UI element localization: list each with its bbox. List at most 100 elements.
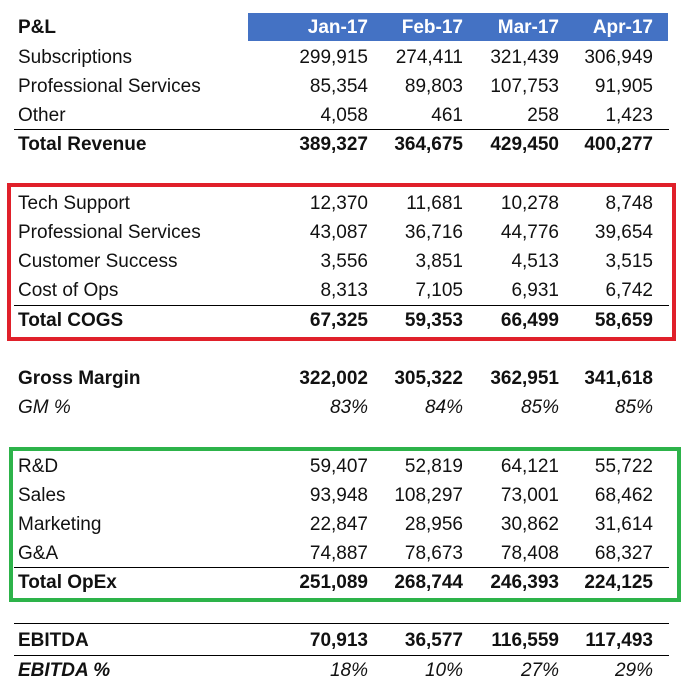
cell-apr: 68,462 — [594, 485, 653, 506]
cell-apr: 224,125 — [584, 572, 653, 593]
cell-feb: 59,353 — [404, 310, 463, 331]
opex-row-ga: G&A 74,887 78,673 78,408 68,327 — [18, 539, 658, 568]
cell-apr: 8,748 — [605, 193, 653, 214]
cell-jan: 299,915 — [299, 47, 368, 68]
row-label: EBITDA % — [18, 660, 111, 681]
row-label: Tech Support — [18, 193, 130, 214]
total-opex-divider — [14, 567, 669, 568]
cell-apr: 306,949 — [584, 47, 653, 68]
cell-apr: 1,423 — [605, 105, 653, 126]
cell-feb: 305,322 — [394, 368, 463, 389]
cell-feb: 364,675 — [394, 134, 463, 155]
cell-feb: 52,819 — [404, 456, 463, 477]
cogs-highlight-box — [7, 183, 676, 341]
cell-mar: 10,278 — [500, 193, 559, 214]
cell-mar: 362,951 — [490, 368, 559, 389]
cell-jan: 85,354 — [309, 76, 368, 97]
total-revenue-row: Total Revenue 389,327 364,675 429,450 40… — [18, 130, 658, 159]
cell-mar: 66,499 — [500, 310, 559, 331]
ebitda-row: EBITDA 70,913 36,577 116,559 117,493 — [18, 626, 658, 655]
cell-jan: 8,313 — [320, 280, 368, 301]
ebitda-pct-divider — [14, 655, 669, 656]
cell-jan: 59,407 — [309, 456, 368, 477]
cell-feb: 461 — [431, 105, 463, 126]
cell-apr: 91,905 — [594, 76, 653, 97]
cell-feb: 36,716 — [404, 222, 463, 243]
row-label: Professional Services — [18, 76, 201, 97]
total-cogs-divider — [14, 305, 669, 306]
row-label: Marketing — [18, 514, 102, 535]
cell-apr: 117,493 — [585, 630, 653, 651]
cell-apr: 85% — [614, 397, 653, 418]
cell-feb: 89,803 — [404, 76, 463, 97]
cell-jan: 83% — [329, 397, 368, 418]
cogs-row-tech-support: Tech Support 12,370 11,681 10,278 8,748 — [18, 189, 658, 218]
month-header-mar: Mar-17 — [497, 17, 559, 38]
row-label: Gross Margin — [18, 368, 141, 389]
cell-jan: 74,887 — [309, 543, 368, 564]
cell-mar: 246,393 — [490, 572, 559, 593]
cell-jan: 70,913 — [309, 630, 368, 651]
cell-feb: 108,297 — [394, 485, 463, 506]
row-label: Customer Success — [18, 251, 178, 272]
cell-jan: 18% — [329, 660, 368, 681]
cell-apr: 39,654 — [594, 222, 653, 243]
month-header-jan: Jan-17 — [307, 17, 368, 38]
opex-row-sales: Sales 93,948 108,297 73,001 68,462 — [18, 481, 658, 510]
cell-mar: 258 — [527, 105, 559, 126]
cell-mar: 4,513 — [511, 251, 559, 272]
cell-jan: 251,089 — [299, 572, 368, 593]
row-label: GM % — [18, 397, 71, 418]
opex-row-marketing: Marketing 22,847 28,956 30,862 31,614 — [18, 510, 658, 539]
cell-feb: 268,744 — [394, 572, 463, 593]
cell-mar: 107,753 — [490, 76, 559, 97]
cell-mar: 30,862 — [500, 514, 559, 535]
cell-feb: 78,673 — [404, 543, 463, 564]
ebitda-top-divider — [14, 623, 669, 624]
revenue-row-other: Other 4,058 461 258 1,423 — [18, 101, 658, 130]
row-label: Sales — [18, 485, 66, 506]
pl-title: P&L — [18, 17, 56, 38]
cell-jan: 322,002 — [299, 368, 368, 389]
month-header-band — [248, 13, 668, 41]
cell-feb: 7,105 — [415, 280, 463, 301]
cell-jan: 3,556 — [320, 251, 368, 272]
cell-apr: 3,515 — [605, 251, 653, 272]
row-label: Subscriptions — [18, 47, 133, 68]
row-label: R&D — [18, 456, 59, 477]
row-label: Cost of Ops — [18, 280, 119, 301]
cell-jan: 67,325 — [309, 310, 368, 331]
gm-percent-row: GM % 83% 84% 85% 85% — [18, 393, 658, 422]
cogs-row-cost-of-ops: Cost of Ops 8,313 7,105 6,931 6,742 — [18, 276, 658, 305]
revenue-row-professional-services: Professional Services 85,354 89,803 107,… — [18, 72, 658, 101]
cell-jan: 389,327 — [299, 134, 368, 155]
cell-mar: 85% — [520, 397, 559, 418]
row-label: Other — [18, 105, 66, 126]
cogs-row-customer-success: Customer Success 3,556 3,851 4,513 3,515 — [18, 247, 658, 276]
header-row: P&L Jan-17 Feb-17 Mar-17 Apr-17 — [18, 13, 658, 42]
revenue-row-subscriptions: Subscriptions 299,915 274,411 321,439 30… — [18, 43, 658, 72]
cell-mar: 321,439 — [490, 47, 559, 68]
cell-apr: 31,614 — [594, 514, 653, 535]
total-opex-row: Total OpEx 251,089 268,744 246,393 224,1… — [18, 568, 658, 597]
cell-jan: 4,058 — [320, 105, 368, 126]
row-label: Total OpEx — [18, 572, 117, 593]
cell-feb: 84% — [424, 397, 463, 418]
row-label: Total Revenue — [18, 134, 147, 155]
cell-apr: 341,618 — [584, 368, 653, 389]
cell-apr: 58,659 — [594, 310, 653, 331]
row-label: Total COGS — [18, 310, 124, 331]
month-header-feb: Feb-17 — [401, 17, 463, 38]
cell-mar: 27% — [520, 660, 559, 681]
cell-mar: 6,931 — [511, 280, 559, 301]
cell-apr: 68,327 — [594, 543, 653, 564]
cell-feb: 3,851 — [415, 251, 463, 272]
total-revenue-divider — [14, 129, 669, 130]
cell-apr: 400,277 — [584, 134, 653, 155]
cell-feb: 274,411 — [395, 47, 463, 68]
row-label: G&A — [18, 543, 59, 564]
cell-feb: 11,681 — [406, 193, 463, 214]
cell-mar: 64,121 — [500, 456, 559, 477]
ebitda-percent-row: EBITDA % 18% 10% 27% 29% — [18, 656, 658, 685]
cell-jan: 22,847 — [309, 514, 368, 535]
